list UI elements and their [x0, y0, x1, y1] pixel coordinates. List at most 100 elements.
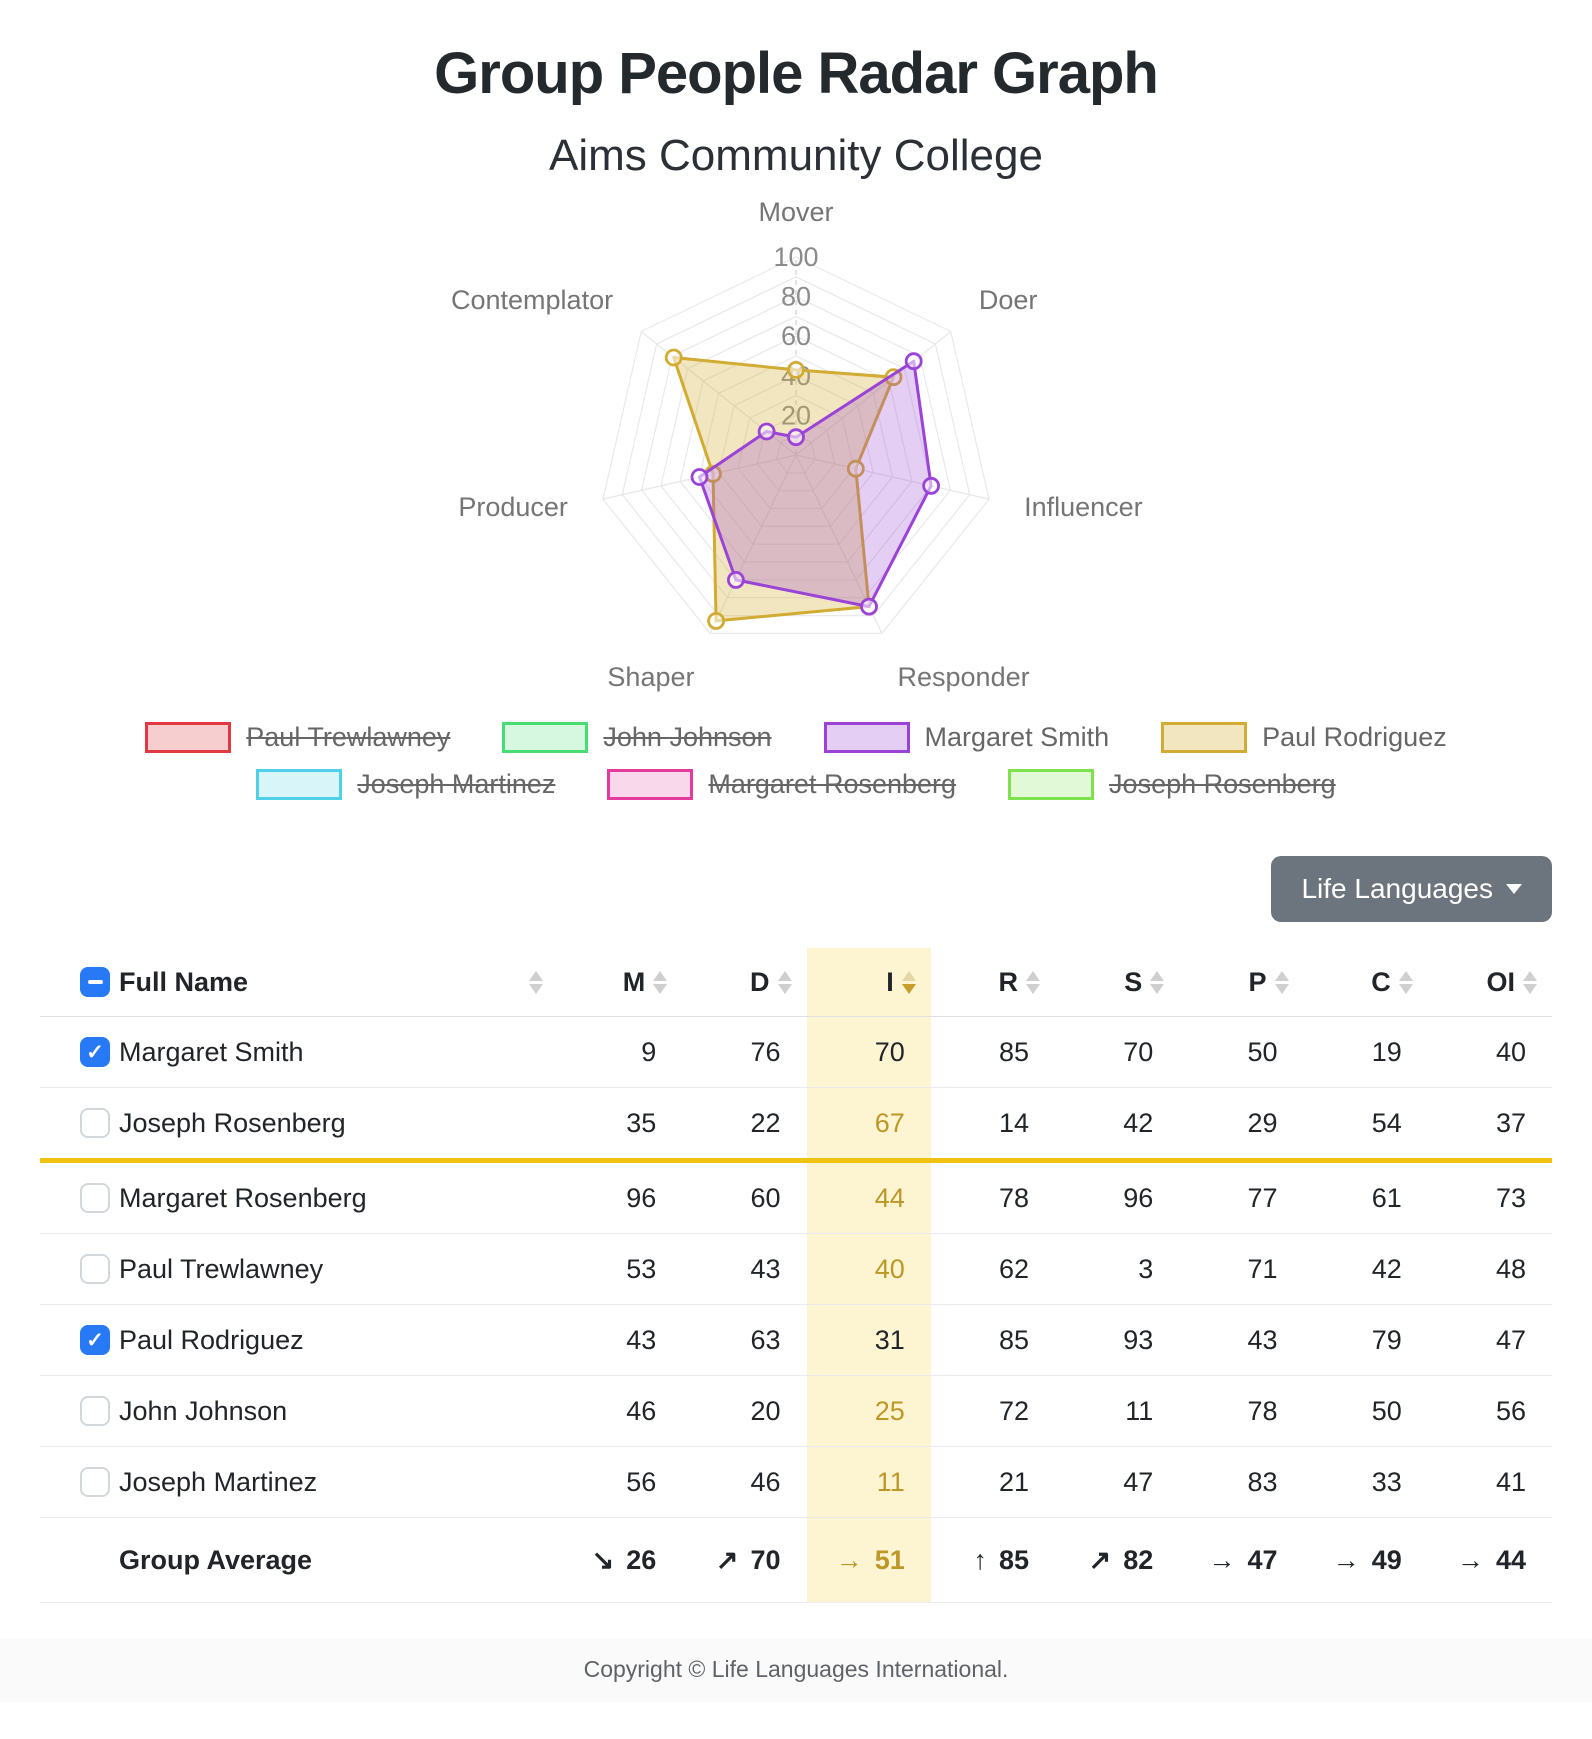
column-header-i[interactable]: I — [806, 948, 931, 1017]
select-all-checkbox[interactable] — [80, 967, 110, 997]
footer-copyright: Copyright © Life Languages International… — [0, 1639, 1592, 1702]
cell-d: 20 — [682, 1375, 807, 1447]
cell-d: 43 — [682, 1233, 807, 1305]
radar-chart-section: 20406080100MoverDoerInfluencerResponderS… — [0, 187, 1592, 800]
sort-icon[interactable] — [653, 970, 668, 994]
cell-r: 72 — [930, 1375, 1055, 1447]
average-cell-s: ↗ 82 — [1055, 1517, 1180, 1603]
cell-p: 83 — [1179, 1446, 1304, 1518]
row-checkbox[interactable] — [80, 1325, 110, 1355]
row-select-cell — [40, 1087, 118, 1163]
cell-i: 70 — [806, 1016, 931, 1088]
average-cell-oi: → 44 — [1427, 1517, 1552, 1603]
cell-s: 3 — [1055, 1233, 1180, 1305]
column-header-r[interactable]: R — [930, 948, 1055, 1017]
legend-label: Paul Rodriguez — [1262, 722, 1447, 752]
cell-d: 60 — [682, 1160, 807, 1234]
people-table: Full NameMDIRSPCOIMargaret Smith97670857… — [40, 948, 1552, 1603]
sort-icon[interactable] — [529, 970, 543, 994]
average-value: 70 — [750, 1544, 781, 1575]
legend-label: Margaret Smith — [924, 722, 1110, 752]
cell-full-name: John Johnson — [118, 1375, 558, 1447]
grid-ring — [621, 276, 971, 617]
sort-icon[interactable] — [1150, 970, 1165, 994]
trend-arrow-icon: ↗ — [715, 1544, 739, 1575]
sort-up-arrow-icon — [529, 970, 543, 981]
trend-arrow-icon: → — [1332, 1544, 1360, 1575]
column-header-label: Full Name — [119, 966, 249, 997]
cell-s: 11 — [1055, 1375, 1180, 1447]
legend-item-joseph-martinez[interactable]: Joseph Martinez — [256, 769, 555, 800]
sort-icon[interactable] — [901, 970, 916, 994]
row-select-cell — [40, 1016, 118, 1088]
cell-s: 47 — [1055, 1446, 1180, 1518]
row-select-cell — [40, 1160, 118, 1234]
column-header-s[interactable]: S — [1055, 948, 1180, 1017]
cell-s: 70 — [1055, 1016, 1180, 1088]
row-select-cell — [40, 1446, 118, 1518]
sort-icon[interactable] — [1398, 970, 1413, 994]
column-header-p[interactable]: P — [1179, 948, 1304, 1017]
column-header-d[interactable]: D — [682, 948, 807, 1017]
grid-ring — [737, 394, 855, 510]
legend-item-paul-rodriguez[interactable]: Paul Rodriguez — [1161, 722, 1447, 753]
cell-full-name: Paul Rodriguez — [118, 1304, 558, 1376]
sort-down-arrow-icon — [777, 983, 792, 994]
column-header-oi[interactable]: OI — [1427, 948, 1552, 1017]
table-header-row: Full Name M D I R S P C OI — [40, 948, 1552, 1017]
page-subtitle: Aims Community College — [549, 131, 1043, 180]
life-languages-dropdown[interactable]: Life Languages — [1271, 856, 1552, 922]
legend-item-margaret-rosenberg[interactable]: Margaret Rosenberg — [607, 769, 956, 800]
row-checkbox[interactable] — [80, 1108, 110, 1138]
column-header-m[interactable]: M — [558, 948, 683, 1017]
trend-arrow-icon: ↗ — [1088, 1544, 1112, 1575]
group-average-row: Group Average ↘ 26 ↗ 70 → 51 ↑ 85 ↗ 82 → 47 → 49 → 44 — [40, 1517, 1552, 1603]
cell-i: 11 — [806, 1446, 931, 1518]
sort-icon[interactable] — [1523, 970, 1537, 994]
cell-full-name: Paul Trewlawney — [118, 1233, 558, 1305]
sort-icon[interactable] — [777, 970, 792, 994]
row-select-cell — [40, 1233, 118, 1305]
row-checkbox[interactable] — [80, 1396, 110, 1426]
row-checkbox[interactable] — [80, 1037, 110, 1067]
axis-label-contemplator: Contemplator — [451, 285, 613, 315]
axis-label-doer: Doer — [979, 285, 1038, 315]
data-point — [690, 468, 709, 486]
column-header-label: D — [750, 966, 770, 997]
row-checkbox[interactable] — [80, 1467, 110, 1497]
sort-icon[interactable] — [1274, 970, 1289, 994]
sort-down-arrow-icon — [1398, 983, 1413, 994]
trend-arrow-icon: ↘ — [591, 1544, 615, 1575]
cell-c: 50 — [1303, 1375, 1428, 1447]
group-average-label: Group Average — [118, 1517, 558, 1603]
trend-arrow-icon: → — [1456, 1544, 1484, 1575]
legend-item-paul-trewlawney[interactable]: Paul Trewlawney — [145, 722, 450, 753]
axis-line — [795, 454, 990, 500]
legend-swatch — [1008, 769, 1095, 800]
cell-r: 14 — [930, 1087, 1055, 1163]
average-value: 47 — [1247, 1544, 1278, 1575]
column-header-c[interactable]: C — [1303, 948, 1428, 1017]
legend-item-margaret-smith[interactable]: Margaret Smith — [823, 722, 1110, 753]
tick-label: 20 — [781, 400, 811, 430]
cell-m: 35 — [558, 1087, 683, 1163]
sort-down-arrow-icon — [1523, 983, 1537, 994]
row-checkbox[interactable] — [80, 1183, 110, 1213]
trend-arrow-icon: → — [1208, 1544, 1236, 1575]
cell-full-name: Joseph Martinez — [118, 1446, 558, 1518]
axis-label-influencer: Influencer — [1024, 492, 1143, 522]
sort-icon[interactable] — [1026, 970, 1040, 994]
average-cell-p: → 47 — [1179, 1517, 1304, 1603]
legend-item-joseph-rosenberg[interactable]: Joseph Rosenberg — [1008, 769, 1336, 800]
sort-down-arrow-icon — [1274, 983, 1289, 994]
legend-item-john-johnson[interactable]: John Johnson — [502, 722, 772, 753]
tick-label: 100 — [773, 242, 818, 272]
cell-d: 76 — [682, 1016, 807, 1088]
cell-oi: 40 — [1427, 1016, 1552, 1088]
column-header-full-name[interactable]: Full Name — [118, 948, 558, 1017]
average-cell-i: → 51 — [806, 1517, 931, 1603]
data-point — [787, 360, 805, 379]
table-row: Margaret Rosenberg 96 60 44 78 96 77 61 73 — [40, 1160, 1552, 1234]
table-row: Paul Trewlawney 53 43 40 62 3 71 42 48 — [40, 1233, 1552, 1305]
row-checkbox[interactable] — [80, 1254, 110, 1284]
